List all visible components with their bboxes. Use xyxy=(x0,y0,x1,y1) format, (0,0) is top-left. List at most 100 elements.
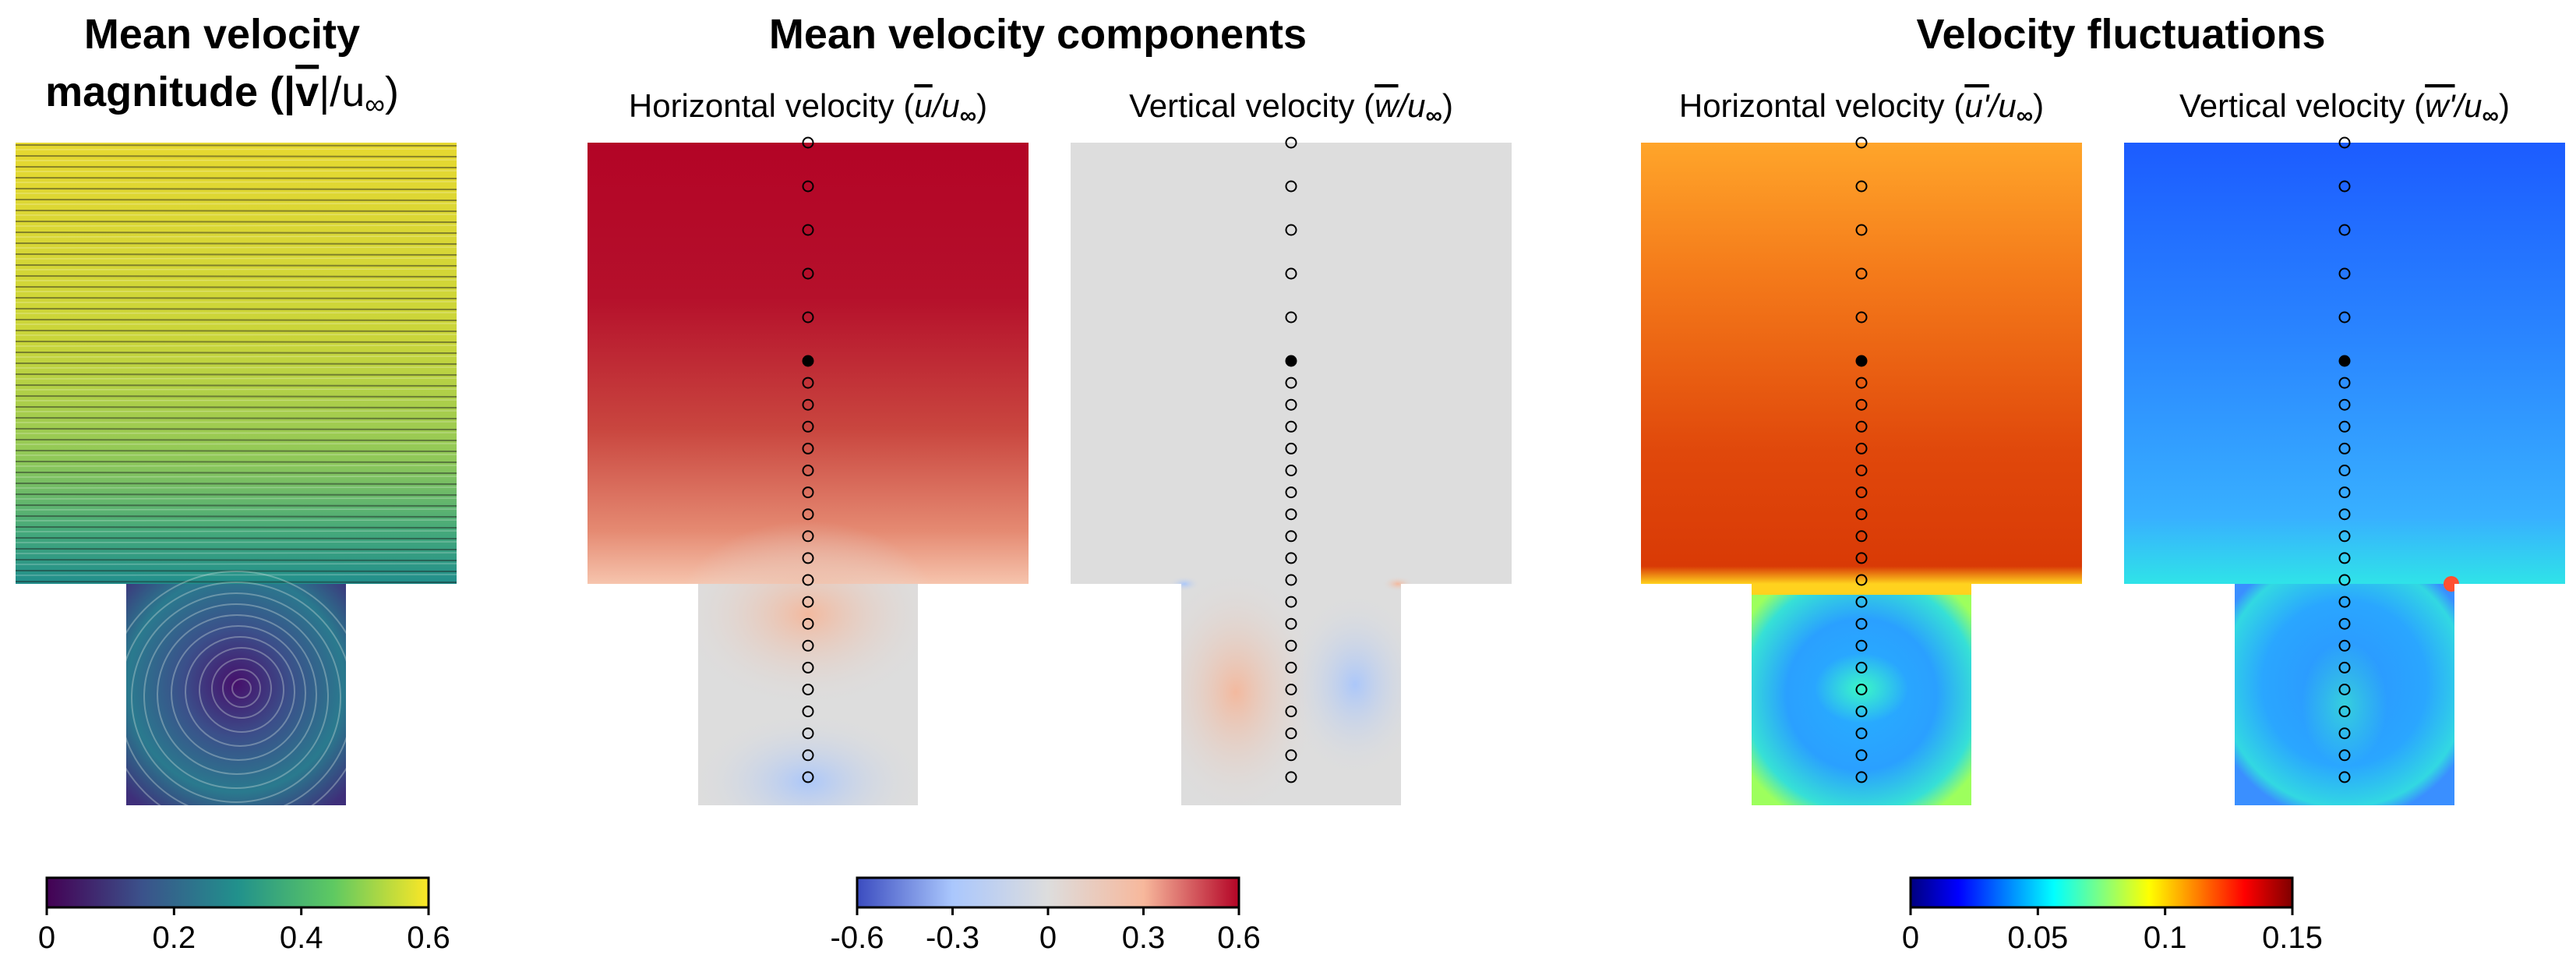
probe-point xyxy=(1855,442,1868,454)
jet-tick-label: 0.15 xyxy=(2262,921,2323,955)
probe-point xyxy=(802,749,814,762)
probe-point xyxy=(1285,661,1297,674)
probe-point xyxy=(1285,639,1297,652)
probe-point xyxy=(1855,771,1868,783)
probe-point xyxy=(802,596,814,608)
probe-point xyxy=(1855,705,1868,718)
probe-point xyxy=(1855,377,1868,389)
probe-point xyxy=(1855,574,1868,586)
probe-point xyxy=(1855,420,1868,433)
probe-point xyxy=(1855,749,1868,762)
probe-point xyxy=(1285,420,1297,433)
probe-point xyxy=(1285,136,1297,149)
title-magnitude-line1: Mean velocity xyxy=(84,11,360,58)
probe-point xyxy=(2338,749,2351,762)
probe-point xyxy=(802,224,814,236)
probe-point xyxy=(802,684,814,695)
probe-point xyxy=(1855,398,1868,411)
probe-point xyxy=(2338,508,2351,521)
probe-point-filled xyxy=(1285,355,1297,367)
subtitle-u-mean: Horizontal velocity (u/u∞) xyxy=(629,87,987,129)
probe-point xyxy=(802,377,814,389)
probe-point xyxy=(1285,311,1297,324)
probe-point xyxy=(2338,617,2351,630)
probe-point xyxy=(1285,442,1297,454)
probe-point xyxy=(1285,727,1297,740)
probe-point xyxy=(1855,311,1868,324)
jet-tick-label: 0 xyxy=(1902,921,1919,955)
probe-point xyxy=(1285,508,1297,521)
probe-point xyxy=(1285,267,1297,280)
probe-point xyxy=(1855,552,1868,564)
probe-point xyxy=(802,311,814,324)
subtitle-u-fluct: Horizontal velocity (u'/u∞) xyxy=(1679,87,2044,129)
probe-point xyxy=(1855,596,1868,608)
probe-point xyxy=(1855,661,1868,674)
probe-point xyxy=(802,420,814,433)
probe-point xyxy=(1855,530,1868,543)
diverging-tick-label: 0 xyxy=(1039,921,1057,955)
probe-point xyxy=(802,465,814,476)
probe-point-filled xyxy=(802,355,814,367)
probe-point xyxy=(2338,684,2351,695)
probe-point xyxy=(1285,771,1297,783)
probe-point xyxy=(802,398,814,411)
probe-point xyxy=(2338,465,2351,476)
probe-point xyxy=(1855,684,1868,695)
viridis-tick-label: 0.4 xyxy=(280,921,323,955)
colorbar-diverging: -0.6 -0.3 0 0.3 0.6 xyxy=(831,876,1261,955)
probe-point xyxy=(2338,486,2351,499)
probe-point xyxy=(1855,465,1868,476)
probe-point xyxy=(2338,180,2351,193)
probe-point xyxy=(802,661,814,674)
probe-point xyxy=(2338,311,2351,324)
probe-point xyxy=(2338,727,2351,740)
probe-point xyxy=(802,442,814,454)
diverging-tick-label: -0.3 xyxy=(926,921,979,955)
probe-point xyxy=(2338,136,2351,149)
probe-point xyxy=(1285,617,1297,630)
probe-point xyxy=(1855,180,1868,193)
probe-point xyxy=(2338,552,2351,564)
title-magnitude-line2: magnitude (|v|/u∞) xyxy=(45,69,399,120)
probe-point xyxy=(1855,224,1868,236)
probe-point-filled xyxy=(2338,355,2351,367)
probe-point xyxy=(802,727,814,740)
diverging-tick-label: 0.3 xyxy=(1122,921,1166,955)
probe-point xyxy=(1855,617,1868,630)
subtitle-w-mean: Vertical velocity (w/u∞) xyxy=(1129,87,1453,129)
probe-point-filled xyxy=(1855,355,1868,367)
probe-point xyxy=(2338,442,2351,454)
probe-point xyxy=(802,530,814,543)
probe-point xyxy=(802,180,814,193)
colorbar-viridis: 0 0.2 0.4 0.6 xyxy=(38,876,450,955)
viridis-tick-label: 0.6 xyxy=(407,921,450,955)
probe-point xyxy=(1285,749,1297,762)
probe-point xyxy=(1285,180,1297,193)
probe-point xyxy=(802,574,814,586)
probe-point xyxy=(802,705,814,718)
probe-point xyxy=(2338,377,2351,389)
probe-point xyxy=(802,771,814,783)
probe-point xyxy=(802,617,814,630)
probe-point xyxy=(1285,398,1297,411)
title-fluctuations: Velocity fluctuations xyxy=(1916,11,2325,58)
probe-point xyxy=(1855,639,1868,652)
diverging-tick-label: -0.6 xyxy=(831,921,884,955)
probe-point xyxy=(1285,552,1297,564)
title-components: Mean velocity components xyxy=(769,11,1307,58)
probe-point xyxy=(2338,705,2351,718)
probe-point xyxy=(802,508,814,521)
probe-point xyxy=(2338,398,2351,411)
probe-markers xyxy=(802,136,2351,783)
colorbar-jet: 0 0.05 0.1 0.15 xyxy=(1902,876,2323,955)
probe-point xyxy=(802,136,814,149)
probe-point xyxy=(1855,508,1868,521)
probe-point xyxy=(2338,639,2351,652)
probe-point xyxy=(2338,420,2351,433)
jet-tick-label: 0.1 xyxy=(2144,921,2187,955)
probe-point xyxy=(2338,661,2351,674)
diverging-tick-label: 0.6 xyxy=(1217,921,1261,955)
probe-point xyxy=(2338,574,2351,586)
